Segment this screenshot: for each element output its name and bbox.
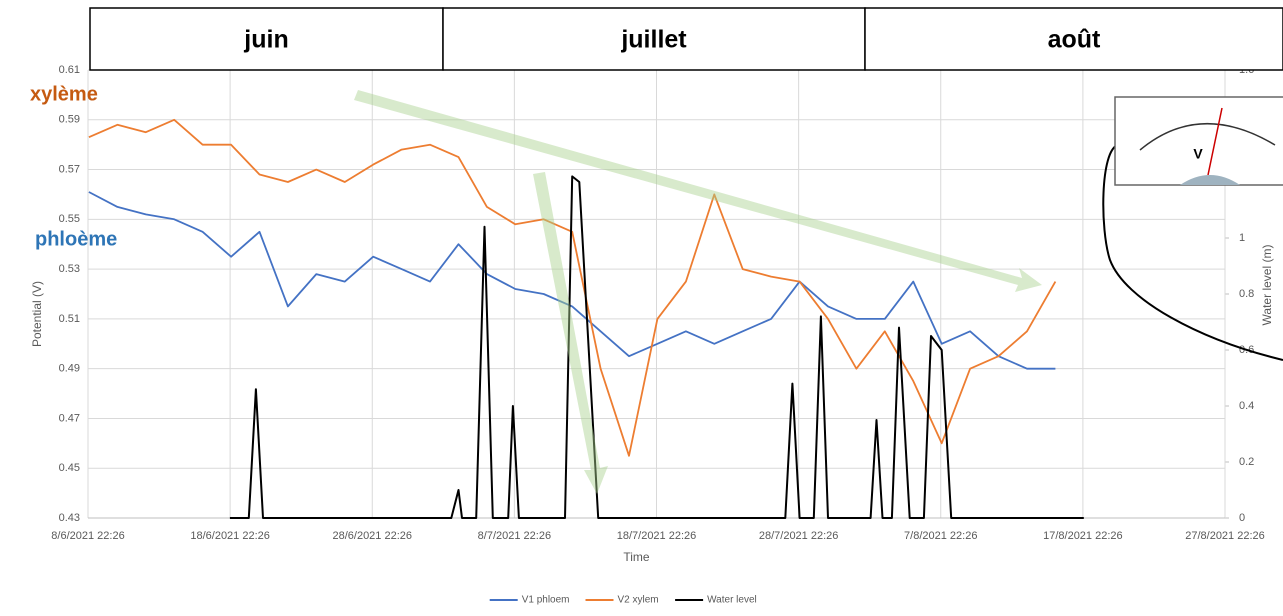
- annotation: phloème: [35, 228, 117, 250]
- month-box: [442, 7, 866, 71]
- y-tick-label: 0.47: [59, 412, 80, 424]
- month-box: [864, 7, 1283, 71]
- x-tick-label: 27/8/2021 22:26: [1185, 530, 1265, 542]
- trend-arrow: [533, 172, 608, 494]
- month-label: juin: [243, 26, 288, 54]
- y-tick-label: 0.49: [59, 363, 80, 375]
- y2-tick-label: 1: [1239, 232, 1245, 244]
- meter-needle: [1207, 107, 1223, 176]
- x-tick-label: 28/7/2021 22:26: [759, 530, 839, 542]
- series-line: [229, 175, 1084, 519]
- meter-cable: [1102, 144, 1283, 361]
- x-tick-label: 18/6/2021 22:26: [190, 530, 270, 542]
- x-tick-label: 8/7/2021 22:26: [478, 530, 551, 542]
- y-tick-label: 0.61: [59, 64, 80, 76]
- legend-label: Water level: [707, 595, 757, 606]
- y2-tick-label: 0.2: [1239, 456, 1254, 468]
- meter-label: V: [1193, 146, 1203, 162]
- y-tick-label: 0.53: [59, 263, 80, 275]
- series-line: [88, 118, 1057, 457]
- y-tick-label: 0.55: [59, 213, 80, 225]
- trend-arrows: [354, 90, 1042, 494]
- x-tick-label: 7/8/2021 22:26: [904, 530, 977, 542]
- y-tick-label: 0.43: [59, 512, 80, 524]
- y-tick-label: 0.57: [59, 163, 80, 175]
- trend-arrow: [354, 90, 1042, 292]
- y-tick-label: 0.51: [59, 313, 80, 325]
- x-tick-label: 18/7/2021 22:26: [617, 530, 697, 542]
- voltmeter: V: [1102, 96, 1283, 361]
- meter-scale: [1139, 122, 1276, 151]
- y2-tick-label: 0.4: [1239, 400, 1254, 412]
- legend-label: V2 xylem: [618, 595, 659, 606]
- x-tick-label: 17/8/2021 22:26: [1043, 530, 1123, 542]
- x-axis-title: Time: [623, 550, 650, 564]
- meter-window: [1180, 175, 1240, 185]
- month-label: juillet: [620, 26, 687, 54]
- y2-axis-title: Water level (m): [1260, 245, 1274, 326]
- series-line: [88, 191, 1056, 370]
- meter-body: [1114, 96, 1283, 186]
- y2-tick-label: 0: [1239, 512, 1245, 524]
- legend-label: V1 phloem: [522, 595, 570, 606]
- y-axis-title: Potential (V): [30, 281, 44, 347]
- y-tick-label: 0.59: [59, 114, 80, 126]
- month-header: juin juillet août: [89, 7, 1283, 71]
- data-layer: [88, 118, 1084, 519]
- x-tick-label: 28/6/2021 22:26: [332, 530, 412, 542]
- x-tick-label: 8/6/2021 22:26: [51, 530, 124, 542]
- annotation: xylème: [30, 83, 98, 105]
- y2-tick-label: 0.8: [1239, 288, 1254, 300]
- y-tick-label: 0.45: [59, 462, 80, 474]
- month-label: août: [1048, 26, 1101, 54]
